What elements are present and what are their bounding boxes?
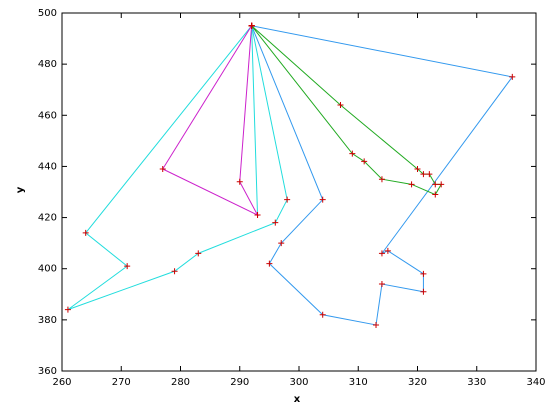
point-marker xyxy=(426,171,433,178)
point-marker xyxy=(420,171,427,178)
route-line xyxy=(251,25,259,216)
point-marker xyxy=(319,196,326,203)
x-tick-label: 310 xyxy=(349,377,368,388)
x-tick-label: 330 xyxy=(467,377,486,388)
point-marker xyxy=(272,219,279,226)
point-marker xyxy=(432,191,439,198)
point-marker xyxy=(408,181,415,188)
point-marker xyxy=(337,102,344,109)
point-marker xyxy=(278,240,285,247)
point-marker xyxy=(248,22,255,29)
x-tick-label: 320 xyxy=(408,377,427,388)
point-marker xyxy=(236,178,243,185)
x-tick-label: 340 xyxy=(526,377,545,388)
point-marker xyxy=(254,212,261,219)
point-marker xyxy=(373,321,380,328)
y-tick-label: 480 xyxy=(38,59,57,70)
point-marker xyxy=(284,196,291,203)
x-tick-label: 280 xyxy=(171,377,190,388)
x-tick-label: 260 xyxy=(52,377,71,388)
point-marker xyxy=(420,288,427,295)
route-line xyxy=(251,25,514,326)
point-marker xyxy=(319,311,326,318)
point-marker xyxy=(124,263,131,270)
y-tick-label: 400 xyxy=(38,264,57,275)
y-tick-label: 420 xyxy=(38,213,57,224)
y-tick-label: 360 xyxy=(38,366,57,377)
y-tick-label: 460 xyxy=(38,110,57,121)
x-tick-label: 300 xyxy=(289,377,308,388)
point-marker xyxy=(378,176,385,183)
y-tick-label: 500 xyxy=(38,8,57,19)
point-marker xyxy=(414,165,421,172)
point-marker xyxy=(82,229,89,236)
point-marker xyxy=(266,260,273,267)
route-line xyxy=(251,25,443,196)
point-marker xyxy=(159,165,166,172)
point-marker xyxy=(378,250,385,257)
point-marker xyxy=(432,181,439,188)
point-marker xyxy=(420,270,427,277)
point-marker xyxy=(349,150,356,157)
route-line xyxy=(67,25,288,311)
y-tick-label: 380 xyxy=(38,315,57,326)
x-tick-label: 270 xyxy=(112,377,131,388)
point-marker xyxy=(509,73,516,80)
y-tick-label: 440 xyxy=(38,161,57,172)
point-marker xyxy=(384,247,391,254)
point-marker xyxy=(378,281,385,288)
y-axis-label: y xyxy=(15,186,26,193)
point-marker xyxy=(361,158,368,165)
x-tick-label: 290 xyxy=(230,377,249,388)
plot-frame xyxy=(61,12,537,372)
point-marker xyxy=(64,306,71,313)
point-marker xyxy=(438,181,445,188)
route-line xyxy=(162,25,259,217)
point-marker xyxy=(195,250,202,257)
x-axis-label: x xyxy=(294,394,301,405)
point-marker xyxy=(171,268,178,275)
